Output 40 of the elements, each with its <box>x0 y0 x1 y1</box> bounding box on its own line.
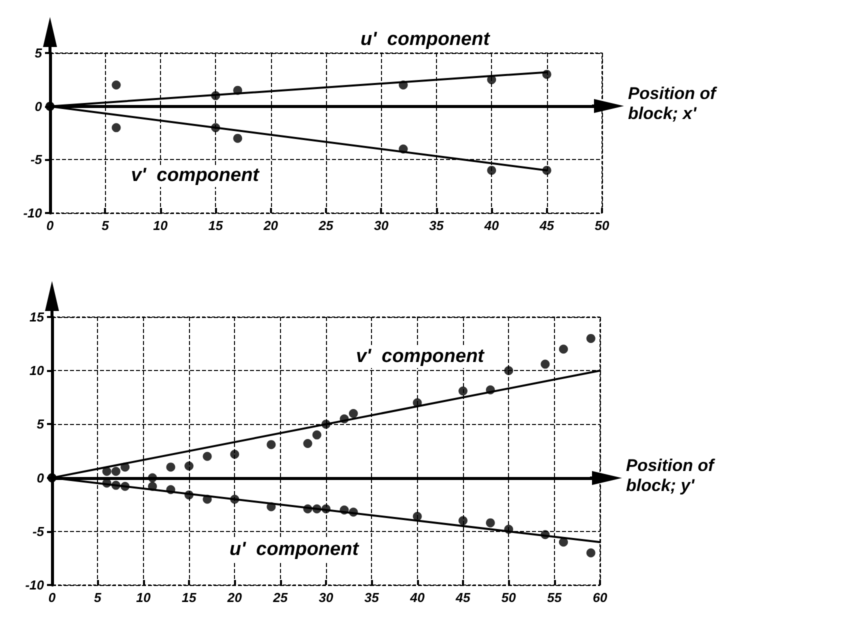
y-tick-label: 15 <box>30 310 45 324</box>
y-tick-label: -10 <box>25 578 45 592</box>
x-tick-label: 45 <box>538 218 555 233</box>
x-tick-label: 30 <box>318 590 334 605</box>
x-tick-label: 5 <box>102 218 110 233</box>
x-tick-label: 15 <box>208 218 224 233</box>
x-tick-label: 5 <box>94 590 102 605</box>
x-tick-label: 40 <box>409 590 426 605</box>
x-tick-label: 0 <box>48 590 56 605</box>
x-tick-label: 40 <box>483 218 500 233</box>
y-tick-label: -10 <box>23 206 43 220</box>
annotation: u' component <box>225 539 363 561</box>
y-tick-label: 10 <box>30 363 45 378</box>
x-tick-label: 35 <box>429 218 444 233</box>
x-axis-title: Position of block; y' <box>626 456 716 496</box>
x-tick-label: 20 <box>226 590 243 605</box>
x-tick-label: 50 <box>501 590 517 605</box>
x-tick-label: 25 <box>318 218 334 233</box>
x-tick-label: 15 <box>182 590 197 605</box>
y-tick-label: 5 <box>34 46 43 60</box>
x-tick-label: 0 <box>46 218 54 233</box>
y-tick-label: -5 <box>30 152 43 168</box>
y-tick-label: 5 <box>36 416 45 432</box>
x-tick-label: 45 <box>454 590 471 605</box>
x-tick-label: 50 <box>594 218 610 233</box>
x-tick-label: 10 <box>136 590 152 605</box>
x-tick-label: 60 <box>592 590 608 605</box>
y-tick-label: -5 <box>32 524 45 539</box>
annotation: v' component <box>126 165 264 187</box>
text: u' component <box>356 29 494 51</box>
x-tick-label: 35 <box>364 590 380 605</box>
y-tick-label: 0 <box>36 470 45 486</box>
annotation: v' component <box>352 346 488 368</box>
y-tick-label: 0 <box>34 98 43 114</box>
x-tick-label: 20 <box>262 218 279 233</box>
x-tick-label: 25 <box>272 590 288 605</box>
x-tick-label: 55 <box>547 590 562 605</box>
x-axis-title: Position of block; x' <box>628 84 718 124</box>
x-tick-label: 10 <box>153 218 168 233</box>
x-tick-label: 30 <box>374 218 390 233</box>
